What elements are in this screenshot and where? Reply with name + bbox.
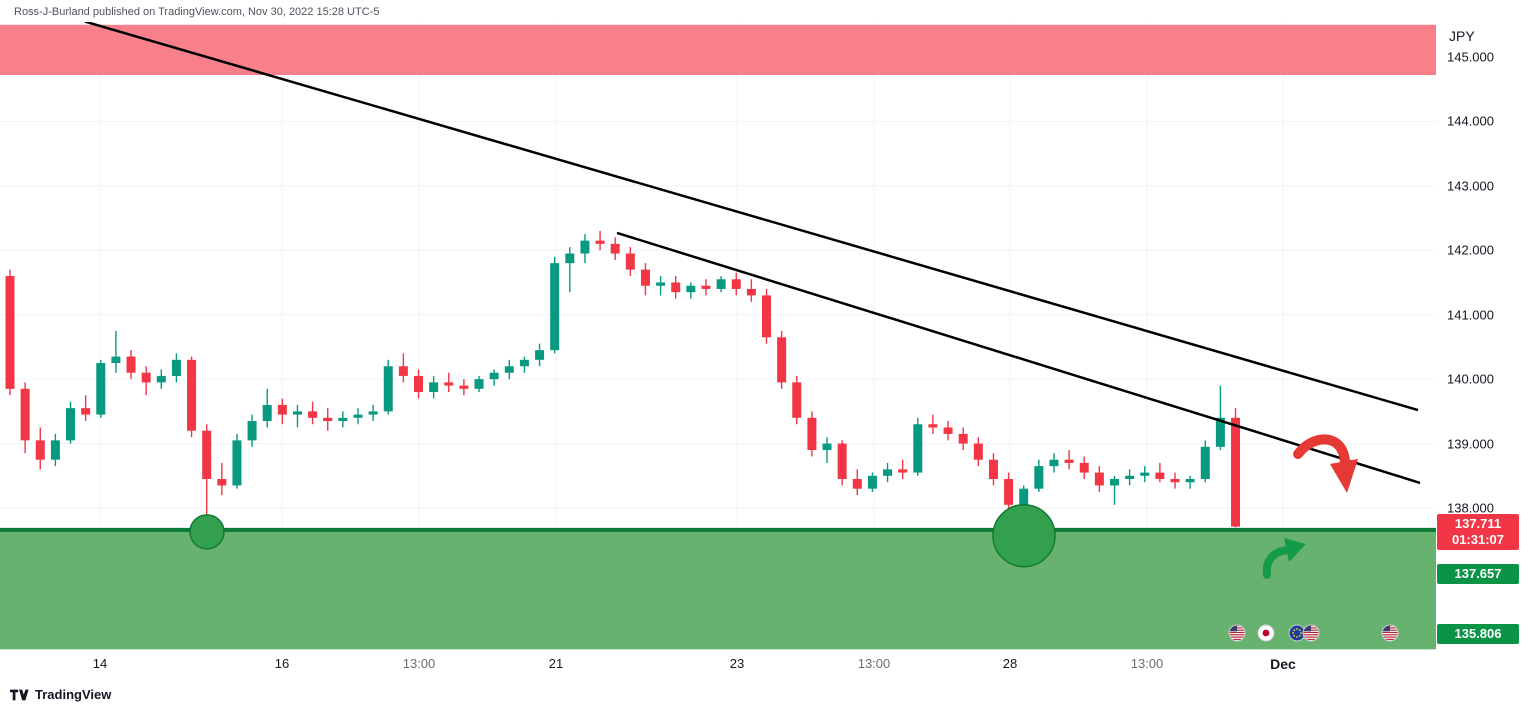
current-price-tag: 137.711 01:31:07	[1437, 514, 1519, 550]
attribution-text: Ross-J-Burland published on TradingView.…	[14, 6, 380, 18]
price-tick-label: 143.000	[1447, 178, 1494, 194]
zone-price-tag: 137.657	[1437, 564, 1519, 584]
bullish-arrow-icon[interactable]	[1262, 538, 1306, 579]
event-flag-eu_us-icon[interactable]	[1288, 624, 1320, 642]
support-touch-circle[interactable]	[992, 503, 1056, 568]
time-tick-label: 14	[92, 656, 108, 671]
price-tick-label: 145.000	[1447, 49, 1494, 65]
time-tick-label: 21	[548, 656, 564, 671]
time-tick-label: 13:00	[1130, 656, 1164, 671]
tradingview-logo-icon[interactable]	[10, 689, 29, 701]
time-tick-label: 28	[1002, 656, 1018, 671]
price-tick-label: 138.000	[1447, 500, 1494, 516]
support-touch-circle[interactable]	[189, 514, 225, 550]
event-flag-us-icon[interactable]	[1228, 624, 1246, 642]
time-tick-label: 13:00	[857, 656, 891, 671]
price-tick-label: 140.000	[1447, 371, 1494, 387]
time-tick-label: 16	[274, 656, 290, 671]
resistance-zone[interactable]	[0, 24, 1436, 76]
candlestick-chart[interactable]	[0, 20, 1436, 650]
price-axis[interactable]: JPY 145.000 144.000 143.000 142.000 141.000 1…	[1436, 22, 1536, 650]
support-zone[interactable]	[0, 530, 1436, 650]
zone-price-tag: 135.806	[1437, 624, 1519, 644]
bearish-arrow-icon[interactable]	[1293, 434, 1358, 493]
chart-canvas[interactable]	[0, 20, 1436, 650]
time-tick-label: Dec	[1270, 656, 1296, 672]
event-flag-us-icon[interactable]	[1381, 624, 1399, 642]
footer: TradingView	[10, 687, 111, 702]
event-flag-jp-icon[interactable]	[1257, 624, 1275, 642]
time-tick-label: 13:00	[402, 656, 436, 671]
time-axis[interactable]: 14 16 13:00 21 23 13:00 28 13:00 Dec	[0, 650, 1436, 680]
descending-trendline[interactable]	[84, 20, 1419, 412]
price-tick-label: 139.000	[1447, 436, 1494, 452]
candles	[5, 230, 1241, 529]
price-tick-label: 142.000	[1447, 242, 1494, 258]
price-tick-label: 141.000	[1447, 307, 1494, 323]
time-tick-label: 23	[729, 656, 745, 671]
tradingview-brand-text[interactable]: TradingView	[35, 687, 112, 702]
currency-label: JPY	[1449, 28, 1475, 44]
descending-trendline[interactable]	[616, 231, 1421, 485]
price-tick-label: 144.000	[1447, 113, 1494, 129]
